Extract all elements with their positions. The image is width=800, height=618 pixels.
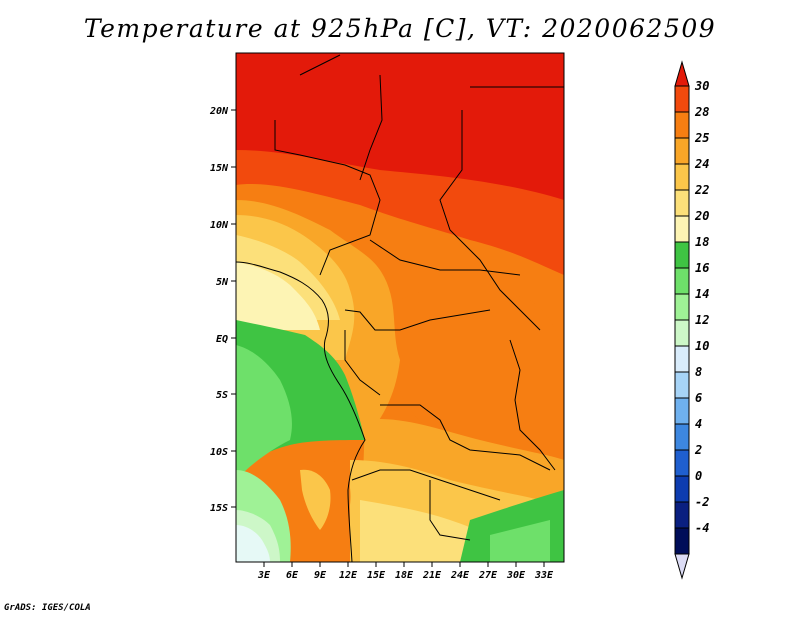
colorbar-swatch xyxy=(674,137,690,165)
colorbar-swatch xyxy=(674,501,690,529)
border-3 xyxy=(439,110,541,331)
lat-label: 5S xyxy=(216,390,228,401)
border-2 xyxy=(359,74,383,181)
border-6 xyxy=(380,404,551,471)
lon-label: 12E xyxy=(339,570,358,581)
colorbar-label: -2 xyxy=(695,495,709,509)
colorbar-swatch xyxy=(674,397,690,425)
colorbar-swatch xyxy=(674,319,690,347)
border-11 xyxy=(344,330,381,396)
lat-label: 15N xyxy=(210,163,229,174)
colorbar-swatch xyxy=(674,241,690,269)
map-title: Temperature at 925hPa [C], VT: 202006250… xyxy=(83,14,717,43)
colorbar-label: 18 xyxy=(695,235,709,249)
colorbar-swatch xyxy=(674,475,690,503)
border-12 xyxy=(429,480,471,541)
colorbar-label: 8 xyxy=(695,365,702,379)
lat-label: EQ xyxy=(216,334,228,345)
country-borders xyxy=(236,54,564,562)
lon-label: 6E xyxy=(286,570,299,581)
map-frame xyxy=(235,52,565,563)
colorbar-label: 24 xyxy=(694,157,709,171)
lon-label: 9E xyxy=(314,570,327,581)
border-7 xyxy=(351,469,501,501)
colorbar-swatch xyxy=(674,163,690,191)
colorbar-label: 16 xyxy=(695,261,709,275)
colorbar-top-arrow xyxy=(674,60,690,87)
colorbar-label: 12 xyxy=(695,313,709,327)
lat-label: 10N xyxy=(210,220,229,231)
colorbar-label: 28 xyxy=(694,105,709,119)
colorbar-label: 2 xyxy=(694,443,702,457)
lon-label: 33E xyxy=(534,570,554,581)
field-22-namibia xyxy=(300,469,331,530)
colorbar-label: 10 xyxy=(695,339,709,353)
border-9 xyxy=(299,54,341,76)
lat-label: 15S xyxy=(210,503,228,514)
colorbar-label: -4 xyxy=(695,521,709,535)
border-4 xyxy=(369,239,521,276)
field-14-atlantic xyxy=(236,345,292,480)
colorbar-label: 14 xyxy=(695,287,709,301)
coastline-west xyxy=(236,261,366,562)
field-8-atlantic xyxy=(236,525,270,562)
lon-label: 21E xyxy=(422,570,442,581)
colorbar-label: 0 xyxy=(695,469,702,483)
colorbar-swatch xyxy=(674,371,690,399)
lat-label: 20N xyxy=(209,106,229,117)
lon-label: 27E xyxy=(478,570,498,581)
colorbar-label: 20 xyxy=(694,209,709,223)
temperature-field xyxy=(236,53,564,562)
lon-label: 18E xyxy=(395,570,414,581)
lat-label: 5N xyxy=(216,277,229,288)
colorbar-swatch xyxy=(674,189,690,217)
colorbar-label: 22 xyxy=(694,183,709,197)
border-5 xyxy=(344,309,491,331)
lon-label: 15E xyxy=(367,570,386,581)
colorbar-swatch xyxy=(674,111,690,139)
colorbar-label: 6 xyxy=(695,391,702,405)
colorbar-bottom-arrow xyxy=(674,553,690,580)
border-1 xyxy=(274,120,381,276)
colorbar-swatch xyxy=(674,85,690,113)
grads-credit: GrADS: IGES/COLA xyxy=(4,603,91,613)
colorbar-swatch xyxy=(674,449,690,477)
field-18 xyxy=(236,262,320,330)
colorbar-swatch xyxy=(674,423,690,451)
field-14-southeast xyxy=(490,520,550,562)
lon-label: 24E xyxy=(450,570,470,581)
lon-label: 3E xyxy=(257,570,271,581)
lon-axis: 3E 6E 9E 12E 15E 18E 21E 24E 27E 30E 33E xyxy=(257,562,554,581)
lon-label: 30E xyxy=(506,570,526,581)
colorbar-swatch xyxy=(674,293,690,321)
colorbar-label: 25 xyxy=(694,131,709,145)
colorbar-label: 4 xyxy=(695,417,702,431)
border-10 xyxy=(509,339,556,471)
colorbar-label: 30 xyxy=(694,79,709,93)
colorbar-swatch xyxy=(674,527,690,555)
colorbar-swatch xyxy=(674,345,690,373)
lat-axis: 20N 15N 10N 5N EQ 5S 10S 15S xyxy=(209,106,236,514)
lat-label: 10S xyxy=(210,447,228,458)
colorbar-swatch xyxy=(674,215,690,243)
colorbar-swatch xyxy=(674,267,690,295)
